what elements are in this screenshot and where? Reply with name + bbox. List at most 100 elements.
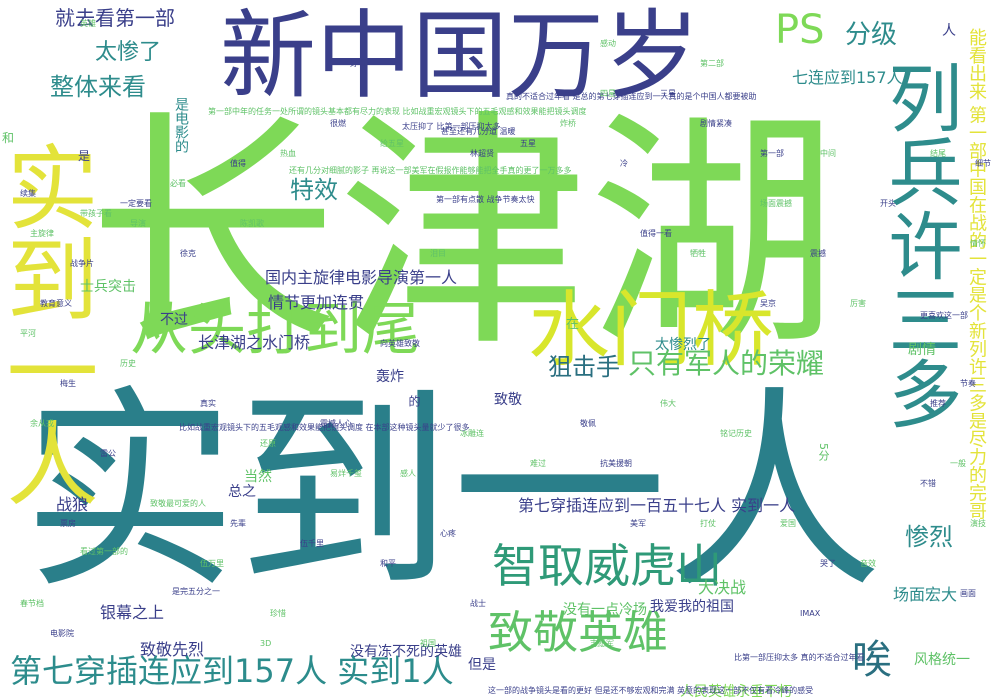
cloud-word: 致敬 [494, 392, 522, 408]
cloud-word: 当然 [244, 469, 272, 485]
cloud-word: 真实 [200, 399, 216, 408]
cloud-word: 是电影的 [173, 97, 189, 153]
cloud-word: 轰炸 [376, 369, 404, 385]
cloud-word: 太惨了 [95, 40, 162, 65]
cloud-word: 是完五分之一 [172, 587, 220, 596]
cloud-word: 画面 [960, 589, 976, 598]
cloud-word: 珍惜 [270, 609, 286, 618]
cloud-word: 惨烈 [905, 523, 953, 551]
cloud-word: 我爱我的祖国 [650, 599, 734, 615]
cloud-word: 致敬最可爱的人 [150, 499, 206, 508]
cloud-word: 英雄 [80, 19, 96, 28]
cloud-word: 冷 [620, 159, 628, 168]
cloud-word: 厉害 [850, 299, 866, 308]
cloud-word: 很燃 [330, 119, 346, 128]
cloud-word: 5分 [817, 443, 830, 461]
cloud-word: 先辈 [230, 519, 246, 528]
cloud-word: 节奏 [960, 379, 976, 388]
cloud-word: 情节更加连贯 [268, 293, 365, 312]
cloud-word: 泪目 [430, 249, 446, 258]
cloud-word: 还有几分对细腻的影子 再说这一部美军在假报作能够能把全手真的更了一万多多 [289, 166, 572, 175]
cloud-word: 历史 [120, 359, 136, 368]
cloud-word: 只有军人的荣耀 [628, 347, 825, 380]
cloud-word: 第七穿插连应到一百五十七人 实到一人 [518, 496, 796, 515]
cloud-word: 教育意义 [40, 299, 72, 308]
cloud-word: 实到一人 [0, 140, 98, 508]
cloud-word: 一般 [950, 459, 966, 468]
cloud-word: 总之 [228, 484, 256, 500]
cloud-word: 开头 [880, 199, 896, 208]
cloud-word: 志愿军 [590, 639, 614, 648]
cloud-word: 爱国 [780, 519, 796, 528]
cloud-word: 列兵许三多 [876, 60, 962, 430]
cloud-word: 敬佩 [580, 419, 596, 428]
cloud-word: 徐克 [180, 249, 196, 258]
cloud-word: 伍千里 [300, 539, 324, 548]
cloud-word: 打仗 [700, 519, 716, 528]
cloud-word: 陈凯歌 [240, 219, 264, 228]
cloud-word: 伟大 [660, 399, 676, 408]
cloud-word: 没有冻不死的英雄 [350, 644, 462, 660]
cloud-word: 新中国万岁 [220, 0, 700, 112]
cloud-word: 致敬先烈 [140, 640, 205, 659]
cloud-word: 整体来看 [50, 73, 146, 101]
cloud-word: 分级 [845, 20, 898, 50]
cloud-word: 导演 [130, 219, 146, 228]
cloud-word: 春节档 [20, 599, 44, 608]
cloud-word: 感人 [400, 469, 416, 478]
cloud-word: 值得一看 [640, 229, 672, 238]
cloud-word: 余从戎 [30, 419, 54, 428]
cloud-word: 长津湖之水门桥 [198, 333, 311, 352]
cloud-word: 长津湖 [88, 89, 838, 380]
cloud-word: 冰雕连 [460, 429, 484, 438]
cloud-word: 三星 [660, 89, 676, 98]
cloud-word: 美军 [630, 519, 646, 528]
cloud-word: 值得 [230, 159, 246, 168]
cloud-word: 炸桥 [560, 119, 576, 128]
cloud-word: 七连应到157人 [792, 68, 903, 87]
cloud-word: 感动 [600, 39, 616, 48]
cloud-word: 好看 [350, 59, 366, 68]
cloud-word: 伍万里 [200, 559, 224, 568]
cloud-word: IMAX [800, 609, 821, 618]
cloud-word: 票房 [60, 519, 76, 528]
cloud-word: 是 [78, 149, 91, 163]
cloud-word: 第一部有点散 战争节奏太快 [436, 195, 535, 204]
cloud-word: 四星 [600, 89, 616, 98]
cloud-word: 和 [2, 131, 15, 145]
cloud-word: 梅生 [60, 379, 76, 388]
cloud-word: 震撼人心 [320, 419, 352, 428]
cloud-word: 太压抑了 比第一部压抑太多 [402, 122, 501, 131]
cloud-word: 国内主旋律电影导演第一人 [265, 268, 458, 287]
cloud-word: 人 [942, 23, 956, 39]
cloud-word: 但是 [468, 657, 496, 673]
cloud-word: 震撼 [810, 249, 826, 258]
cloud-word: 比第一部压抑太多 真的不适合过年看 [734, 653, 865, 662]
cloud-word: 平河 [20, 329, 36, 338]
cloud-word: 战士 [470, 599, 486, 608]
cloud-word: 水门桥 [528, 283, 775, 378]
cloud-word: 就去看第一部 [55, 6, 175, 30]
cloud-word: 和平 [380, 559, 396, 568]
cloud-word: 林超贤 [470, 149, 494, 158]
cloud-word: 雷公 [100, 449, 116, 458]
cloud-word: 比如战重宏观镜头下的五毛观感和效果能把镜头调度 在本部这种镜头量就少了很多 [179, 423, 470, 432]
cloud-word: 的 [407, 395, 421, 407]
cloud-word: 能看出来 第一部中国在战的一定是个新列许三多是尽力的完哥 [966, 28, 987, 520]
cloud-word: 致敬英雄 [488, 606, 669, 659]
cloud-word: 场面宏大 [893, 585, 958, 604]
cloud-word: 主旋律 [30, 229, 54, 238]
cloud-word: PS [775, 7, 825, 53]
cloud-word: 演技 [970, 519, 986, 528]
cloud-word: 银幕之上 [100, 603, 165, 622]
cloud-word: 吴京 [760, 299, 776, 308]
cloud-word: 牺牲 [690, 249, 706, 258]
cloud-word: 不过 [160, 312, 188, 328]
cloud-word: 推荐 [930, 399, 946, 408]
cloud-word: 第七穿插连应到157人 实到1人 [10, 652, 454, 690]
cloud-word: 场面震撼 [760, 199, 792, 208]
cloud-word: 智取威虎山 [492, 539, 722, 593]
cloud-word: 哭了 [820, 559, 836, 568]
cloud-word: 结尾 [930, 149, 946, 158]
